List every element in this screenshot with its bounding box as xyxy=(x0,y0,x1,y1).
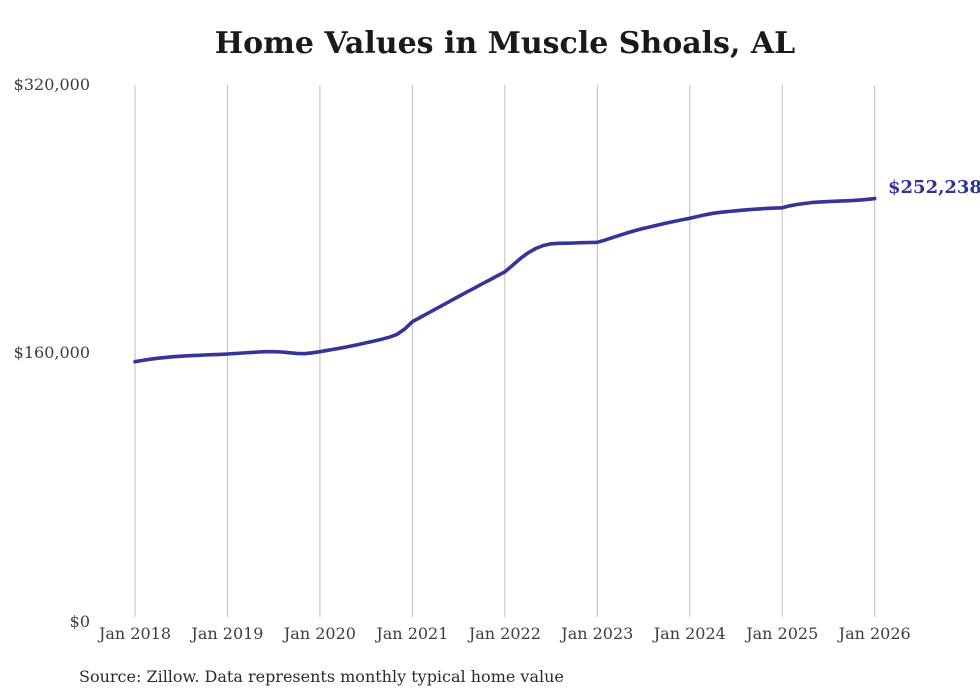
source-note: Source: Zillow. Data represents monthly … xyxy=(79,667,564,686)
x-tick-label: Jan 2024 xyxy=(653,624,726,643)
x-tick-label: Jan 2026 xyxy=(838,624,911,643)
x-tick-label: Jan 2020 xyxy=(283,624,356,643)
y-tick-label: $160,000 xyxy=(13,343,90,363)
y-tick-label: $0 xyxy=(69,611,90,631)
latest-value-label: $252,238 xyxy=(888,177,980,198)
home-value-line xyxy=(133,196,877,364)
x-tick-label: Jan 2021 xyxy=(376,624,449,643)
x-tick-label: Jan 2022 xyxy=(468,624,541,643)
x-tick-label: Jan 2018 xyxy=(98,624,172,643)
x-tick-label: Jan 2025 xyxy=(746,624,819,643)
y-tick-label: $320,000 xyxy=(13,75,90,94)
x-tick-label: Jan 2019 xyxy=(191,624,264,643)
x-tick-label: Jan 2023 xyxy=(561,624,634,643)
chart-title: Home Values in Muscle Shoals, AL xyxy=(214,26,796,61)
